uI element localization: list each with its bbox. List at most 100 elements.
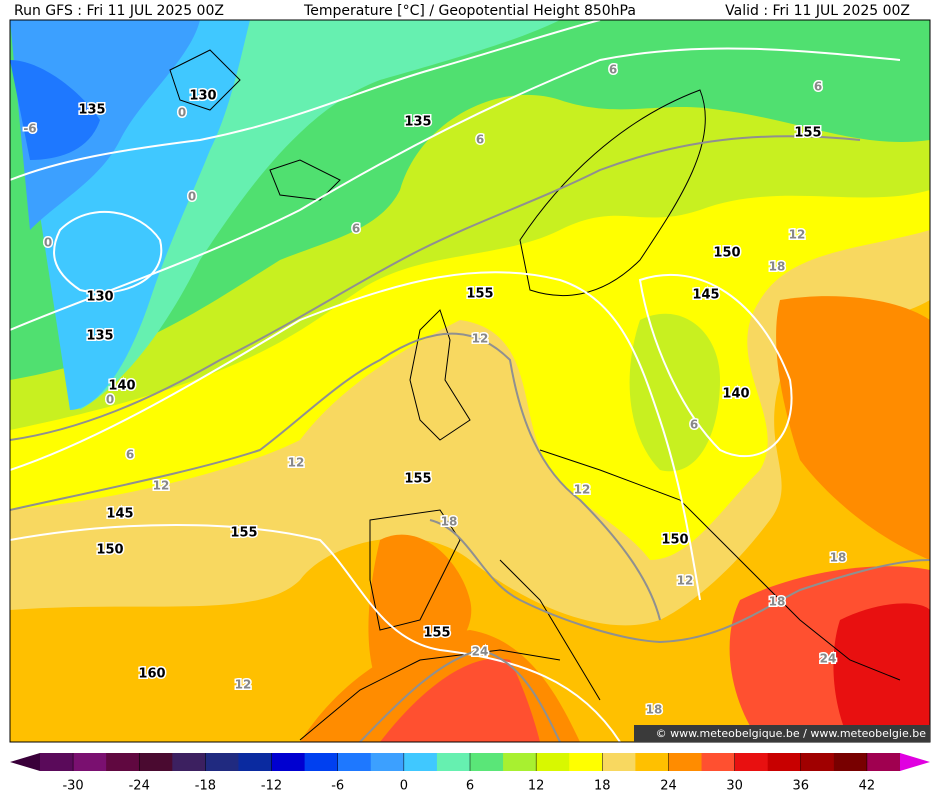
temperature-label: 12 bbox=[789, 228, 806, 242]
colorbar-end bbox=[900, 753, 930, 771]
colorbar-segment bbox=[701, 753, 736, 771]
colorbar-tick-label: 0 bbox=[400, 779, 408, 794]
colorbar-segment bbox=[205, 753, 239, 771]
colorbar-segment bbox=[370, 753, 405, 771]
temperature-label: 12 bbox=[288, 456, 305, 470]
temperature-label: 12 bbox=[153, 479, 170, 493]
height-label: 150 bbox=[713, 246, 740, 261]
temperature-label: 6 bbox=[690, 418, 698, 432]
temperature-label: 18 bbox=[769, 260, 786, 274]
temperature-label: 12 bbox=[472, 332, 489, 346]
colorbar: -30 -24 -18 -12 -6 0 6 12 18 24 30 36 42 bbox=[10, 753, 930, 794]
temperature-label: 24 bbox=[820, 652, 837, 666]
map: 135 130 135 130 135 140 155 155 150 145 140 155 145 1… bbox=[9, 19, 931, 743]
height-label: 155 bbox=[794, 126, 821, 141]
colorbar-segment bbox=[833, 753, 868, 771]
height-label: 145 bbox=[692, 288, 719, 303]
colorbar-segment bbox=[800, 753, 835, 771]
colorbar-segment bbox=[271, 753, 306, 771]
colorbar-tick-label: -6 bbox=[331, 779, 344, 794]
temperature-label: 0 bbox=[44, 236, 52, 250]
height-label: 140 bbox=[722, 387, 749, 402]
height-label: 130 bbox=[189, 89, 216, 104]
temperature-label: 0 bbox=[106, 393, 114, 407]
temperature-label: 6 bbox=[814, 80, 822, 94]
temperature-label: 24 bbox=[472, 645, 489, 659]
colorbar-segment bbox=[734, 753, 769, 771]
height-label: 160 bbox=[138, 667, 165, 682]
temperature-label: 18 bbox=[441, 515, 458, 529]
colorbar-segment bbox=[403, 753, 438, 771]
colorbar-tick-label: -30 bbox=[62, 779, 83, 794]
colorbar-segment bbox=[569, 753, 603, 771]
map-title: Temperature [°C] / Geopotential Height 8… bbox=[303, 3, 636, 19]
zone-9-east bbox=[629, 313, 720, 472]
temperature-label: 0 bbox=[178, 106, 186, 120]
height-label: 155 bbox=[230, 526, 257, 541]
colorbar-segment bbox=[470, 753, 504, 771]
temperature-label: -6 bbox=[23, 122, 36, 136]
credit-box bbox=[634, 725, 930, 742]
temperature-label: 6 bbox=[352, 222, 360, 236]
height-label: 140 bbox=[108, 379, 135, 394]
temperature-label: 18 bbox=[769, 595, 786, 609]
colorbar-tick-label: 30 bbox=[726, 779, 743, 794]
height-label: 135 bbox=[86, 329, 113, 344]
colorbar-tick-label: -18 bbox=[195, 779, 216, 794]
temperature-label: 6 bbox=[476, 133, 484, 147]
colorbar-segment bbox=[536, 753, 570, 771]
colorbar-tick-label: 24 bbox=[660, 779, 677, 794]
colorbar-segment bbox=[436, 753, 471, 771]
colorbar-segment bbox=[767, 753, 802, 771]
colorbar-segment bbox=[40, 753, 74, 771]
zone-minus-6 bbox=[10, 60, 100, 160]
temperature-label: 0 bbox=[188, 190, 196, 204]
height-label: 155 bbox=[466, 287, 493, 302]
colorbar-tick-label: -12 bbox=[261, 779, 282, 794]
height-label: 135 bbox=[404, 115, 431, 130]
colorbar-segment bbox=[866, 753, 901, 771]
temperature-label: 12 bbox=[677, 574, 694, 588]
temperature-label: 6 bbox=[609, 63, 617, 77]
height-label: 150 bbox=[661, 533, 688, 548]
colorbar-segment bbox=[668, 753, 703, 771]
temperature-labels: -6 0 0 0 0 6 6 6 6 6 6 12 12 12 12 12 12 12 18 18 18 18 18 24 24 bbox=[22, 61, 848, 718]
colorbar-tick-label: 36 bbox=[792, 779, 809, 794]
height-labels: 135 130 135 130 135 140 155 155 150 145 140 155 145 1… bbox=[77, 87, 823, 683]
run-info: Run GFS : Fri 11 JUL 2025 00Z bbox=[14, 3, 224, 19]
colorbar-tick-label: 6 bbox=[466, 779, 474, 794]
height-label: 155 bbox=[404, 472, 431, 487]
colorbar-segment bbox=[602, 753, 636, 771]
colorbar-segment bbox=[503, 753, 537, 771]
colorbar-segment bbox=[337, 753, 372, 771]
temperature-label: 6 bbox=[126, 448, 134, 462]
height-label: 155 bbox=[423, 626, 450, 641]
colorbar-tick-label: 12 bbox=[528, 779, 545, 794]
temperature-label: 12 bbox=[574, 483, 591, 497]
colorbar-segment bbox=[238, 753, 273, 771]
colorbar-tick-label: 42 bbox=[859, 779, 876, 794]
temperature-label: 12 bbox=[235, 678, 252, 692]
map-frame bbox=[9, 19, 931, 743]
colorbar-tick-label: 18 bbox=[594, 779, 611, 794]
zone-21-russia bbox=[776, 296, 930, 560]
colorbar-segment bbox=[106, 753, 140, 771]
height-label: 135 bbox=[78, 103, 105, 118]
valid-info: Valid : Fri 11 JUL 2025 00Z bbox=[725, 3, 910, 19]
temperature-label: 18 bbox=[830, 551, 847, 565]
credit: © www.meteobelgique.be / www.meteobelgie… bbox=[656, 727, 927, 740]
height-label: 130 bbox=[86, 290, 113, 305]
zone-minus-3 bbox=[10, 20, 200, 230]
zone-24-africa bbox=[380, 658, 540, 742]
colorbar-segment bbox=[139, 753, 173, 771]
colorbar-segment bbox=[172, 753, 206, 771]
colorbar-tick-label: -24 bbox=[129, 779, 150, 794]
height-label: 145 bbox=[106, 507, 133, 522]
colorbar-segment bbox=[635, 753, 669, 771]
colorbar-segment bbox=[304, 753, 339, 771]
colorbar-end bbox=[10, 753, 40, 771]
colorbar-segment bbox=[73, 753, 107, 771]
temperature-label: 18 bbox=[646, 703, 663, 717]
height-label: 150 bbox=[96, 543, 123, 558]
